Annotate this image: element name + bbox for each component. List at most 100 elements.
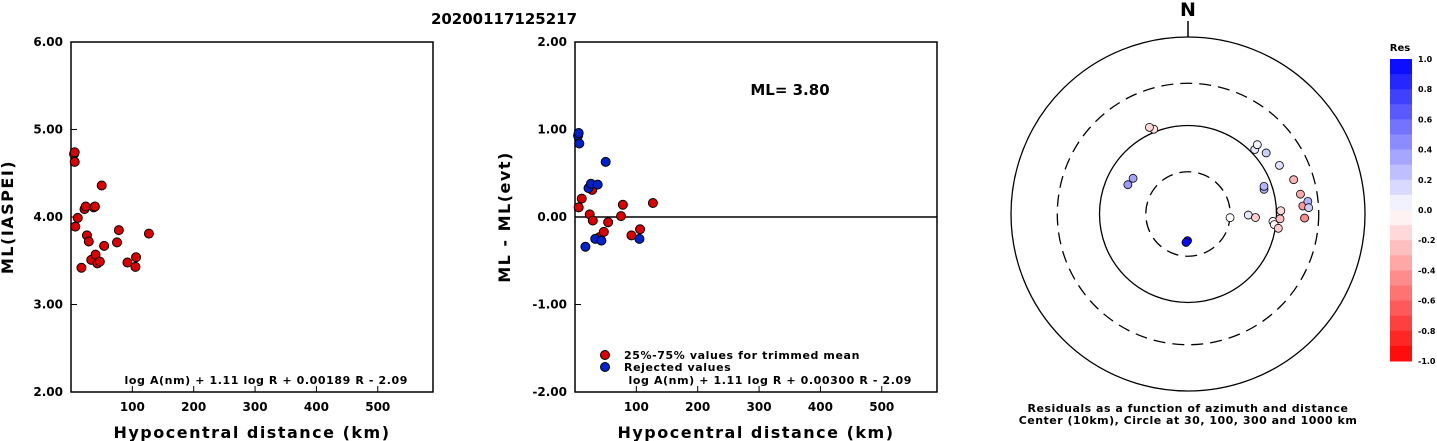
colorbar-tick-label: -1.0 bbox=[1418, 357, 1436, 366]
x-tick-label: 400 bbox=[304, 400, 329, 414]
data-point bbox=[634, 233, 645, 244]
data-point bbox=[587, 215, 598, 226]
y-tick-label: 5.00 bbox=[33, 123, 63, 137]
middle-ticks: 100 200 300 400 500 -2.00 -1.00 0.00 1.00 2.00 bbox=[532, 35, 894, 414]
y-tick-label: 3.00 bbox=[33, 298, 63, 312]
colorbar: Res 1.0 0.8 0.6 0.4 0.2 0.0 -0.2 -0.4 -0.6 -0.8 -1… bbox=[1390, 43, 1436, 366]
left-y-axis-label: ML(IASPEI) bbox=[0, 160, 17, 274]
middle-x-axis-label: Hypocentral distance (km) bbox=[617, 423, 894, 441]
data-point bbox=[130, 261, 141, 272]
colorbar-cell bbox=[1390, 74, 1412, 90]
colorbar-tick-label: 0.8 bbox=[1418, 85, 1433, 94]
station-point bbox=[1259, 181, 1269, 191]
colorbar-cell bbox=[1390, 194, 1412, 211]
colorbar-cell bbox=[1390, 240, 1412, 256]
colorbar-cell bbox=[1390, 119, 1412, 135]
middle-y-axis-label: ML - ML(evt) bbox=[495, 151, 514, 283]
station-point bbox=[1123, 180, 1133, 190]
station-point bbox=[1145, 122, 1154, 132]
data-point bbox=[616, 211, 627, 222]
colorbar-tick-label: 0.4 bbox=[1418, 146, 1433, 155]
station-point bbox=[1261, 148, 1271, 158]
y-tick-label: 2.00 bbox=[537, 35, 567, 49]
colorbar-title: Res bbox=[1390, 43, 1410, 54]
left-x-axis-label: Hypocentral distance (km) bbox=[113, 423, 390, 441]
colorbar-tick-label: 1.0 bbox=[1418, 55, 1433, 64]
data-point bbox=[598, 226, 609, 237]
colorbar-labels: 1.0 0.8 0.6 0.4 0.2 0.0 -0.2 -0.4 -0.6 -0.8 -1.0 bbox=[1418, 55, 1436, 366]
ml-annotation: ML= 3.80 bbox=[750, 81, 829, 99]
x-tick-label: 300 bbox=[747, 400, 772, 414]
plot-frame-left bbox=[70, 41, 434, 393]
station-point bbox=[1251, 213, 1260, 222]
data-point bbox=[83, 236, 94, 247]
panel-polar-residuals: N Residuals as a function of azimuth and… bbox=[1010, 0, 1366, 427]
distance-ring bbox=[1098, 124, 1278, 304]
data-point bbox=[122, 257, 133, 268]
station-point bbox=[1304, 203, 1314, 213]
colorbar-cell bbox=[1390, 255, 1412, 271]
station-point bbox=[1243, 210, 1253, 220]
x-tick-label: 200 bbox=[685, 400, 710, 414]
legend-label-trimmed: 25%-75% values for trimmed mean bbox=[624, 349, 860, 362]
legend-label-rejected: Rejected values bbox=[624, 361, 731, 374]
left-points bbox=[69, 147, 154, 273]
data-point bbox=[143, 228, 154, 239]
data-point bbox=[131, 252, 142, 263]
data-point bbox=[72, 212, 83, 223]
data-point bbox=[635, 224, 646, 235]
colorbar-tick-label: -0.6 bbox=[1418, 297, 1436, 306]
colorbar-cell bbox=[1390, 345, 1412, 362]
x-tick-label: 300 bbox=[243, 400, 268, 414]
station-point bbox=[1296, 189, 1305, 199]
y-tick-label: 1.00 bbox=[537, 123, 567, 137]
colorbar-cell bbox=[1390, 270, 1412, 286]
left-formula: log A(nm) + 1.11 log R + 0.00189 R - 2.0… bbox=[125, 374, 408, 387]
data-point bbox=[113, 225, 124, 236]
colorbar-cell bbox=[1390, 330, 1412, 347]
x-tick-label: 100 bbox=[120, 400, 145, 414]
colorbar-cells bbox=[1390, 59, 1412, 362]
y-tick-label: -2.00 bbox=[532, 385, 567, 399]
distance-ring bbox=[1010, 36, 1366, 392]
colorbar-cell bbox=[1390, 285, 1412, 302]
data-point bbox=[99, 240, 110, 251]
x-tick-label: 100 bbox=[624, 400, 649, 414]
left-ticks: 100 200 300 400 500 2.00 3.00 4.00 5.00 6.00 bbox=[33, 35, 390, 414]
station-point bbox=[1275, 214, 1285, 224]
data-point bbox=[592, 179, 603, 190]
x-tick-label: 200 bbox=[181, 400, 206, 414]
data-point bbox=[573, 202, 584, 213]
distance-rings bbox=[1010, 36, 1366, 392]
colorbar-tick-label: 0.6 bbox=[1418, 115, 1433, 124]
y-tick-label: -1.00 bbox=[532, 298, 567, 312]
x-tick-label: 500 bbox=[365, 400, 390, 414]
colorbar-cell bbox=[1390, 104, 1412, 120]
station-point bbox=[1181, 238, 1191, 247]
colorbar-tick-label: 0.0 bbox=[1418, 206, 1433, 215]
colorbar-cell bbox=[1390, 89, 1412, 105]
y-tick-label: 2.00 bbox=[33, 385, 63, 399]
colorbar-cell bbox=[1390, 164, 1412, 181]
data-point bbox=[69, 147, 80, 158]
figure-title: 20200117125217 bbox=[431, 10, 577, 28]
y-tick-label: 0.00 bbox=[537, 210, 567, 224]
data-point bbox=[112, 237, 123, 248]
data-point bbox=[89, 201, 100, 212]
colorbar-cell bbox=[1390, 179, 1412, 196]
colorbar-cell bbox=[1390, 59, 1412, 75]
middle-formula: log A(nm) + 1.11 log R + 0.00300 R - 2.0… bbox=[629, 374, 912, 387]
panel-ml-iaspei: 100 200 300 400 500 2.00 3.00 4.00 5.00 6.00 Hypo… bbox=[0, 35, 434, 441]
station-point bbox=[1273, 223, 1283, 233]
y-tick-label: 6.00 bbox=[33, 35, 63, 49]
polar-caption-line2: Center (10km), Circle at 30, 100, 300 an… bbox=[1019, 414, 1358, 427]
colorbar-cell bbox=[1390, 149, 1412, 166]
colorbar-tick-label: -0.4 bbox=[1418, 266, 1436, 275]
colorbar-tick-label: 0.2 bbox=[1418, 176, 1432, 185]
station-point bbox=[1276, 206, 1286, 216]
x-tick-label: 500 bbox=[869, 400, 894, 414]
colorbar-tick-label: -0.8 bbox=[1418, 327, 1436, 336]
x-tick-label: 400 bbox=[808, 400, 833, 414]
y-tick-label: 4.00 bbox=[33, 210, 63, 224]
